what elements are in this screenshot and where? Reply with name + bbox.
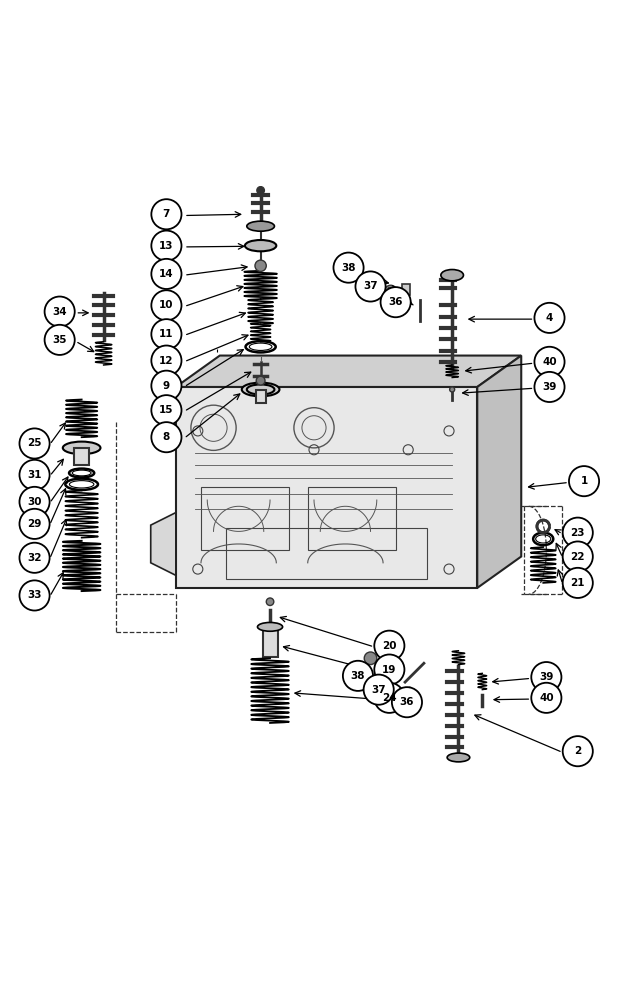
Circle shape [266, 598, 274, 606]
Ellipse shape [63, 442, 100, 454]
Bar [226, 528, 427, 578]
Text: 40: 40 [542, 357, 557, 367]
Text: 4: 4 [546, 313, 553, 323]
Ellipse shape [447, 753, 470, 762]
Circle shape [151, 346, 181, 376]
Circle shape [333, 253, 364, 283]
Circle shape [257, 187, 264, 194]
Circle shape [151, 422, 181, 452]
Text: 29: 29 [28, 519, 41, 529]
Text: 40: 40 [539, 693, 554, 703]
Text: 39: 39 [543, 382, 556, 392]
Circle shape [151, 290, 181, 320]
Text: 35: 35 [52, 335, 67, 345]
Text: 22: 22 [570, 552, 585, 562]
Text: 19: 19 [382, 665, 396, 675]
Circle shape [19, 428, 50, 459]
Circle shape [343, 661, 373, 691]
Ellipse shape [245, 240, 276, 251]
Circle shape [569, 466, 599, 496]
Circle shape [392, 687, 422, 717]
Circle shape [534, 372, 565, 402]
Polygon shape [176, 356, 521, 387]
Circle shape [563, 541, 593, 572]
Circle shape [563, 736, 593, 766]
Bar [386, 653, 394, 665]
Circle shape [374, 683, 404, 713]
Circle shape [151, 395, 181, 425]
Text: 38: 38 [350, 671, 365, 681]
Text: 31: 31 [27, 470, 42, 480]
Circle shape [19, 460, 50, 490]
Circle shape [563, 518, 593, 548]
Text: 36: 36 [388, 297, 403, 307]
Circle shape [534, 347, 565, 377]
Bar [402, 284, 410, 295]
Text: 30: 30 [27, 497, 42, 507]
Text: 37: 37 [363, 281, 378, 291]
Circle shape [151, 231, 181, 261]
Text: 12: 12 [159, 356, 174, 366]
Circle shape [384, 285, 397, 298]
Circle shape [374, 654, 404, 685]
Bar [263, 627, 278, 657]
Circle shape [364, 652, 377, 665]
Bar [308, 487, 396, 550]
Ellipse shape [242, 383, 279, 396]
Circle shape [45, 325, 75, 355]
Circle shape [151, 199, 181, 229]
Circle shape [255, 260, 266, 271]
Text: 37: 37 [371, 685, 386, 695]
Circle shape [151, 371, 181, 401]
Text: 10: 10 [159, 300, 174, 310]
Circle shape [256, 376, 265, 385]
Text: 14: 14 [159, 269, 174, 279]
Text: 7: 7 [163, 209, 170, 219]
Text: 15: 15 [159, 405, 174, 415]
Bar [201, 487, 289, 550]
Ellipse shape [247, 221, 274, 231]
Bar [74, 448, 89, 465]
Text: 8: 8 [163, 432, 170, 442]
Text: 2: 2 [574, 746, 582, 756]
Text: 11: 11 [159, 329, 174, 339]
Text: 39: 39 [539, 672, 553, 682]
Text: 33: 33 [27, 590, 42, 600]
Text: 1: 1 [580, 476, 588, 486]
Circle shape [151, 259, 181, 289]
Text: 13: 13 [159, 241, 174, 251]
Circle shape [364, 675, 394, 705]
Polygon shape [151, 513, 176, 575]
Polygon shape [176, 387, 477, 588]
Circle shape [374, 631, 404, 661]
Circle shape [450, 387, 455, 392]
Text: 20: 20 [382, 641, 397, 651]
Text: 38: 38 [341, 263, 356, 273]
Text: 32: 32 [27, 553, 42, 563]
Circle shape [531, 662, 561, 692]
Ellipse shape [441, 270, 463, 281]
Text: 9: 9 [163, 381, 170, 391]
Circle shape [531, 683, 561, 713]
Text: 34: 34 [52, 307, 67, 317]
Text: 36: 36 [399, 697, 414, 707]
Circle shape [534, 303, 565, 333]
Ellipse shape [257, 622, 283, 631]
Circle shape [19, 543, 50, 573]
Polygon shape [477, 356, 521, 588]
Circle shape [381, 287, 411, 317]
Bar [256, 390, 266, 403]
Circle shape [19, 487, 50, 517]
Text: 24: 24 [382, 693, 397, 703]
Text: 25: 25 [27, 438, 42, 448]
Circle shape [19, 580, 50, 611]
Circle shape [151, 319, 181, 349]
Circle shape [45, 297, 75, 327]
Circle shape [19, 509, 50, 539]
Text: 23: 23 [570, 528, 585, 538]
Circle shape [355, 271, 386, 302]
Text: 21: 21 [570, 578, 585, 588]
Circle shape [563, 568, 593, 598]
